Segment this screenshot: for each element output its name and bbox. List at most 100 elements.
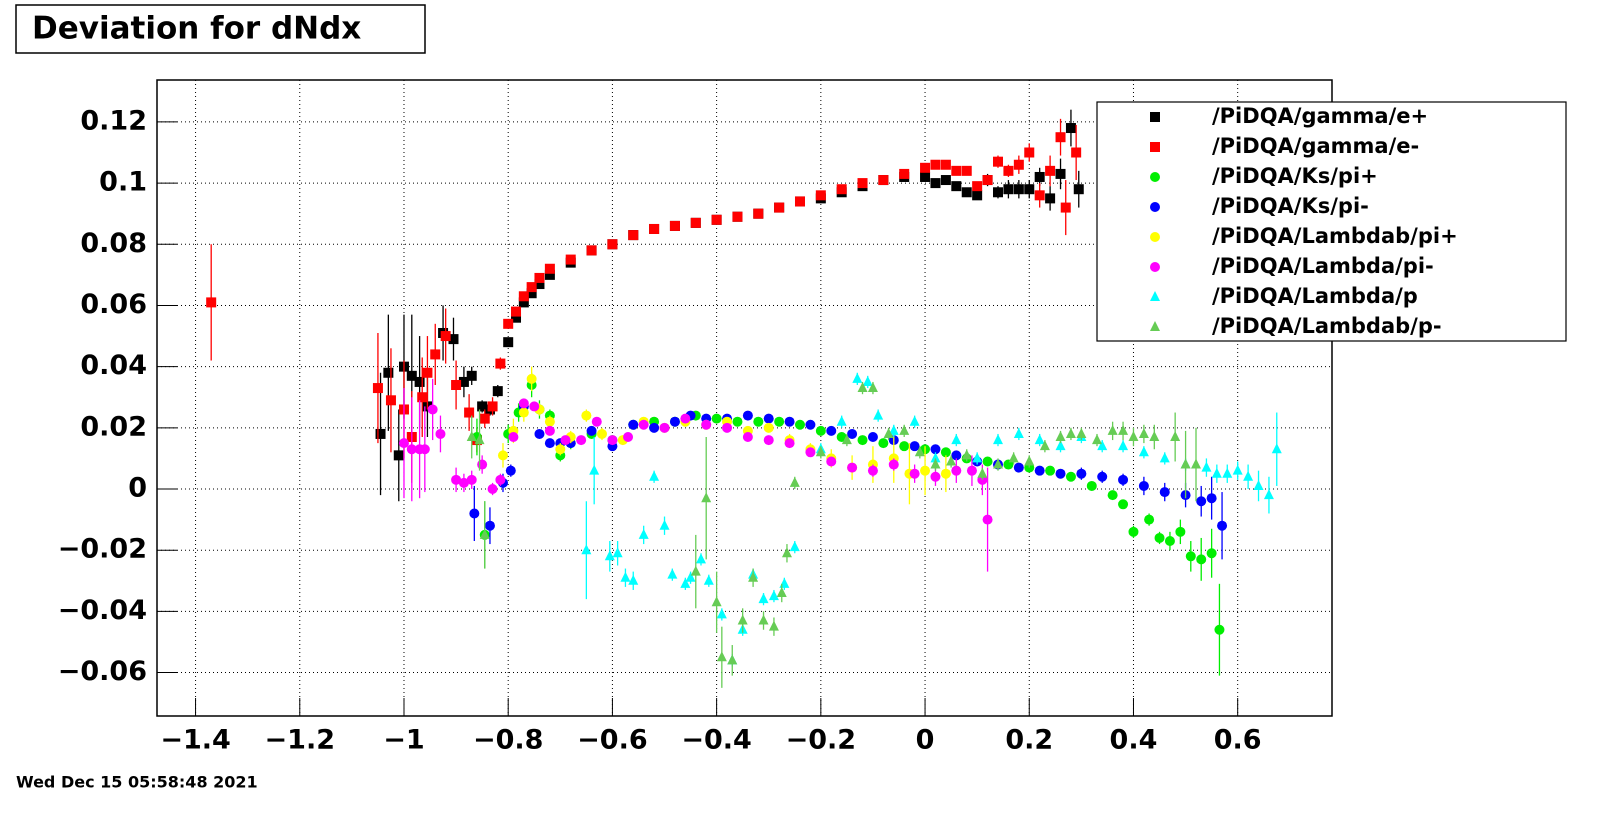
- data-point: [1170, 431, 1181, 442]
- data-point: [440, 331, 451, 342]
- data-point: [1196, 554, 1207, 565]
- data-point: [992, 156, 1003, 167]
- data-point: [1149, 431, 1160, 442]
- data-point: [920, 465, 931, 476]
- data-point: [711, 214, 722, 225]
- x-tick-label: −1: [383, 725, 424, 756]
- data-point: [560, 435, 571, 446]
- data-point: [836, 184, 847, 195]
- data-point: [878, 438, 889, 449]
- data-point: [544, 269, 555, 280]
- data-point: [526, 373, 537, 384]
- data-point: [659, 422, 670, 433]
- legend-marker: [1150, 142, 1160, 152]
- data-point: [727, 654, 738, 665]
- data-point: [383, 367, 394, 378]
- data-point: [826, 425, 837, 436]
- data-point: [774, 416, 785, 427]
- data-point: [1164, 536, 1175, 547]
- data-point: [422, 367, 433, 378]
- data-point: [972, 452, 983, 463]
- data-point: [920, 162, 931, 173]
- data-point: [951, 465, 962, 476]
- data-point: [888, 459, 899, 470]
- data-point: [758, 614, 769, 625]
- data-point: [1055, 132, 1066, 143]
- data-point: [638, 419, 649, 430]
- data-point: [781, 547, 792, 558]
- data-point: [1086, 480, 1097, 491]
- data-point: [1092, 434, 1102, 445]
- data-point: [899, 424, 910, 435]
- y-tick-label: 0.06: [80, 289, 147, 320]
- data-point: [466, 431, 477, 442]
- data-point: [784, 438, 795, 449]
- x-tick-label: −0.6: [577, 725, 647, 756]
- data-point: [695, 553, 706, 564]
- data-point: [1118, 424, 1129, 435]
- data-point: [1144, 514, 1155, 525]
- data-point: [591, 416, 602, 427]
- data-point: [427, 404, 438, 415]
- data-point: [961, 449, 972, 460]
- data-point: [716, 608, 727, 619]
- data-point: [649, 470, 660, 481]
- data-point: [495, 358, 506, 369]
- data-point: [1076, 427, 1087, 438]
- data-point: [1045, 193, 1056, 204]
- data-point: [628, 574, 639, 585]
- data-point: [607, 435, 618, 446]
- data-point: [581, 410, 592, 421]
- data-point: [1024, 455, 1035, 466]
- data-point: [1039, 440, 1050, 451]
- data-point: [966, 465, 977, 476]
- x-tick-label: 0.6: [1214, 725, 1262, 756]
- data-point: [701, 492, 712, 503]
- data-point: [1180, 458, 1191, 469]
- x-tick-label: 0.4: [1110, 725, 1158, 756]
- data-point: [628, 230, 639, 241]
- legend-marker: [1150, 321, 1160, 331]
- data-point: [659, 519, 670, 530]
- data-point: [479, 528, 490, 539]
- data-point: [649, 223, 660, 234]
- data-point: [1138, 427, 1149, 438]
- data-point: [1045, 165, 1056, 176]
- data-point: [526, 288, 537, 299]
- data-point: [1065, 427, 1076, 438]
- legend-marker: [1150, 172, 1160, 182]
- data-point: [1045, 465, 1056, 476]
- data-point: [753, 416, 764, 427]
- data-point: [930, 159, 941, 170]
- y-tick-label: 0.04: [80, 350, 147, 381]
- data-point: [1060, 202, 1071, 213]
- data-point: [867, 465, 878, 476]
- data-point: [716, 651, 727, 662]
- data-point: [768, 620, 779, 631]
- data-point: [940, 468, 951, 479]
- data-point: [1003, 184, 1014, 195]
- data-point: [857, 435, 868, 446]
- legend-marker: [1150, 112, 1160, 122]
- data-point: [940, 447, 951, 458]
- data-point: [883, 427, 894, 438]
- data-point: [1175, 526, 1186, 537]
- data-point: [711, 413, 722, 424]
- data-point: [511, 306, 522, 317]
- data-point: [763, 413, 774, 424]
- data-point: [946, 455, 957, 466]
- data-point: [435, 428, 446, 439]
- data-point: [914, 446, 925, 457]
- data-point: [458, 376, 469, 387]
- data-point: [982, 175, 993, 186]
- plot-frame: [156, 79, 1333, 717]
- data-point: [1138, 480, 1149, 491]
- data-point: [1138, 446, 1149, 457]
- data-point: [1008, 452, 1019, 463]
- data-point: [206, 297, 217, 308]
- data-point: [406, 444, 417, 455]
- data-point: [841, 434, 852, 445]
- data-point: [690, 565, 701, 576]
